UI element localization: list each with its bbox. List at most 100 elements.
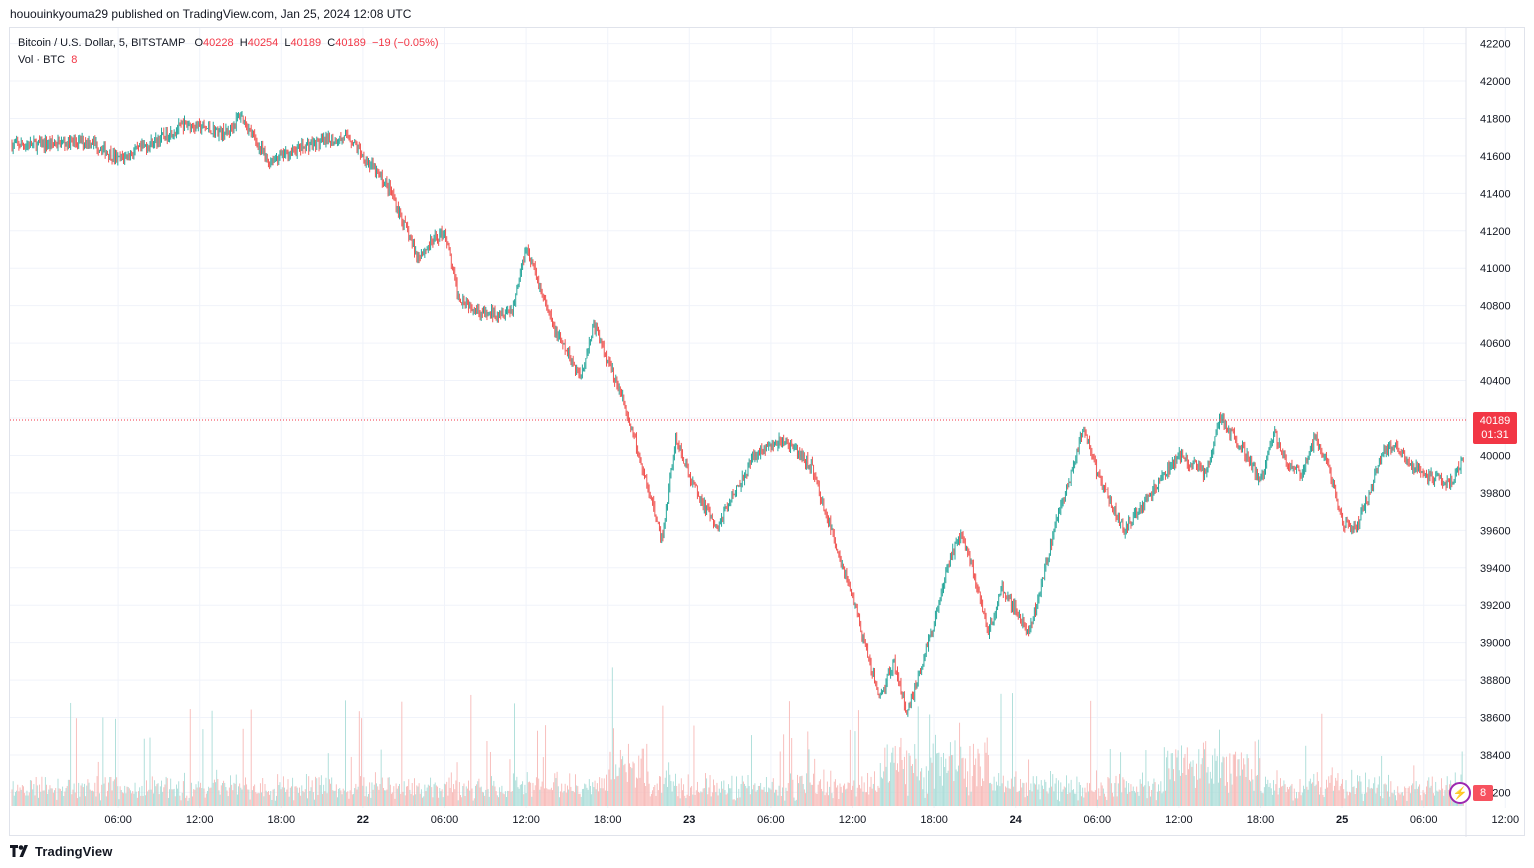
volume-bar: [295, 786, 297, 806]
time-tick-label: 06:00: [104, 814, 132, 826]
volume-bar: [723, 780, 725, 806]
volume-bar: [1020, 779, 1021, 806]
volume-bar: [1398, 792, 1400, 806]
volume-bar: [591, 794, 593, 806]
volume-bar: [590, 785, 591, 806]
chart-canvas[interactable]: 3820038400386003880039000392003940039600…: [10, 28, 1526, 837]
volume-bar: [139, 787, 141, 806]
volume-bar: [47, 793, 49, 806]
volume-bar: [826, 781, 828, 806]
volume-bar: [1155, 800, 1157, 806]
volume-bar: [265, 790, 267, 806]
volume-bar: [1162, 791, 1164, 806]
chart-frame[interactable]: 38200 38400 38600 38800 39000 39200 39400 39600…: [9, 27, 1526, 837]
time-tick-label: 12:00: [1492, 814, 1520, 826]
volume-bar: [579, 793, 581, 806]
volume-bar: [825, 792, 827, 806]
volume-bar: [141, 785, 143, 806]
volume-bar: [767, 792, 768, 806]
volume-bar: [1079, 784, 1081, 806]
legend-volume-label[interactable]: Vol · BTC: [18, 54, 66, 66]
volume-bar: [315, 776, 317, 806]
volume-bar: [572, 790, 574, 806]
volume-bar: [845, 789, 847, 806]
volume-bar: [1340, 783, 1342, 806]
volume-bar: [1444, 790, 1446, 806]
volume-bar: [1267, 779, 1269, 806]
volume-bar: [44, 777, 46, 806]
volume-bar: [519, 784, 521, 806]
volume-bar: [1185, 774, 1187, 806]
volume-bar: [1365, 772, 1366, 806]
volume-bar: [640, 758, 642, 806]
volume-bar: [345, 700, 346, 806]
volume-bar: [912, 764, 913, 806]
volume-bar: [788, 701, 790, 806]
volume-bar: [426, 787, 428, 806]
volume-bar: [784, 800, 786, 806]
volume-bar: [864, 792, 866, 806]
volume-bar: [633, 763, 635, 806]
volume-bar: [416, 785, 418, 806]
volume-bar: [1048, 787, 1050, 806]
volume-bar: [889, 781, 890, 806]
volume-bar: [1378, 776, 1380, 806]
volume-bar: [406, 786, 407, 806]
volume-bar: [1255, 775, 1257, 806]
volume-bar: [463, 783, 465, 806]
volume-bar: [962, 757, 964, 806]
volume-bar: [374, 772, 376, 806]
volume-bar: [1158, 784, 1159, 806]
volume-bar: [560, 791, 561, 806]
volume-bar: [998, 773, 1000, 806]
volume-bar: [364, 796, 366, 806]
volume-bars: [11, 667, 1464, 806]
volume-bar: [874, 771, 875, 806]
volume-bar: [1335, 777, 1337, 806]
tradingview-logo[interactable]: TradingView: [10, 843, 112, 859]
volume-bar: [1446, 776, 1448, 806]
volume-bar: [702, 788, 704, 806]
volume-bar: [349, 790, 351, 806]
volume-bar: [610, 779, 612, 806]
time-tick-label: 06:00: [431, 814, 459, 826]
volume-bar: [1143, 786, 1145, 806]
volume-bar: [41, 776, 43, 806]
volume-bar: [1137, 791, 1139, 806]
lightning-icon[interactable]: ⚡: [1449, 782, 1471, 804]
volume-bar: [1077, 800, 1079, 806]
volume-bar: [837, 785, 839, 806]
volume-bar: [1250, 781, 1251, 806]
volume-bar: [1050, 771, 1051, 806]
volume-bar: [777, 795, 779, 806]
volume-bar: [752, 789, 754, 806]
volume-bar: [555, 778, 557, 806]
volume-bar: [389, 784, 391, 806]
volume-bar: [779, 751, 781, 806]
volume-bar: [263, 796, 265, 806]
volume-bar: [264, 784, 266, 806]
volume-bar: [626, 781, 628, 806]
volume-bar: [300, 795, 302, 806]
volume-bar: [1381, 755, 1383, 806]
volume-bar: [500, 791, 502, 806]
volume-bar: [818, 781, 820, 806]
volume-bar: [472, 800, 474, 806]
volume-bar: [386, 789, 388, 806]
volume-bar: [115, 718, 116, 806]
volume-bar: [936, 753, 938, 806]
volume-bar: [142, 795, 144, 806]
volume-bar: [1060, 782, 1062, 806]
volume-bar: [538, 778, 540, 806]
volume-bar: [411, 782, 413, 806]
volume-bar: [1074, 793, 1076, 806]
volume-bar: [1054, 783, 1056, 806]
volume-bar: [192, 796, 193, 806]
volume-bar: [768, 787, 770, 806]
volume-bar: [1114, 783, 1116, 806]
volume-bar: [588, 779, 590, 806]
legend-symbol[interactable]: Bitcoin / U.S. Dollar, 5, BITSTAMP: [18, 37, 186, 49]
last-price-value: 40189: [1479, 415, 1511, 427]
volume-bar: [929, 714, 931, 806]
volume-bar: [120, 789, 122, 806]
